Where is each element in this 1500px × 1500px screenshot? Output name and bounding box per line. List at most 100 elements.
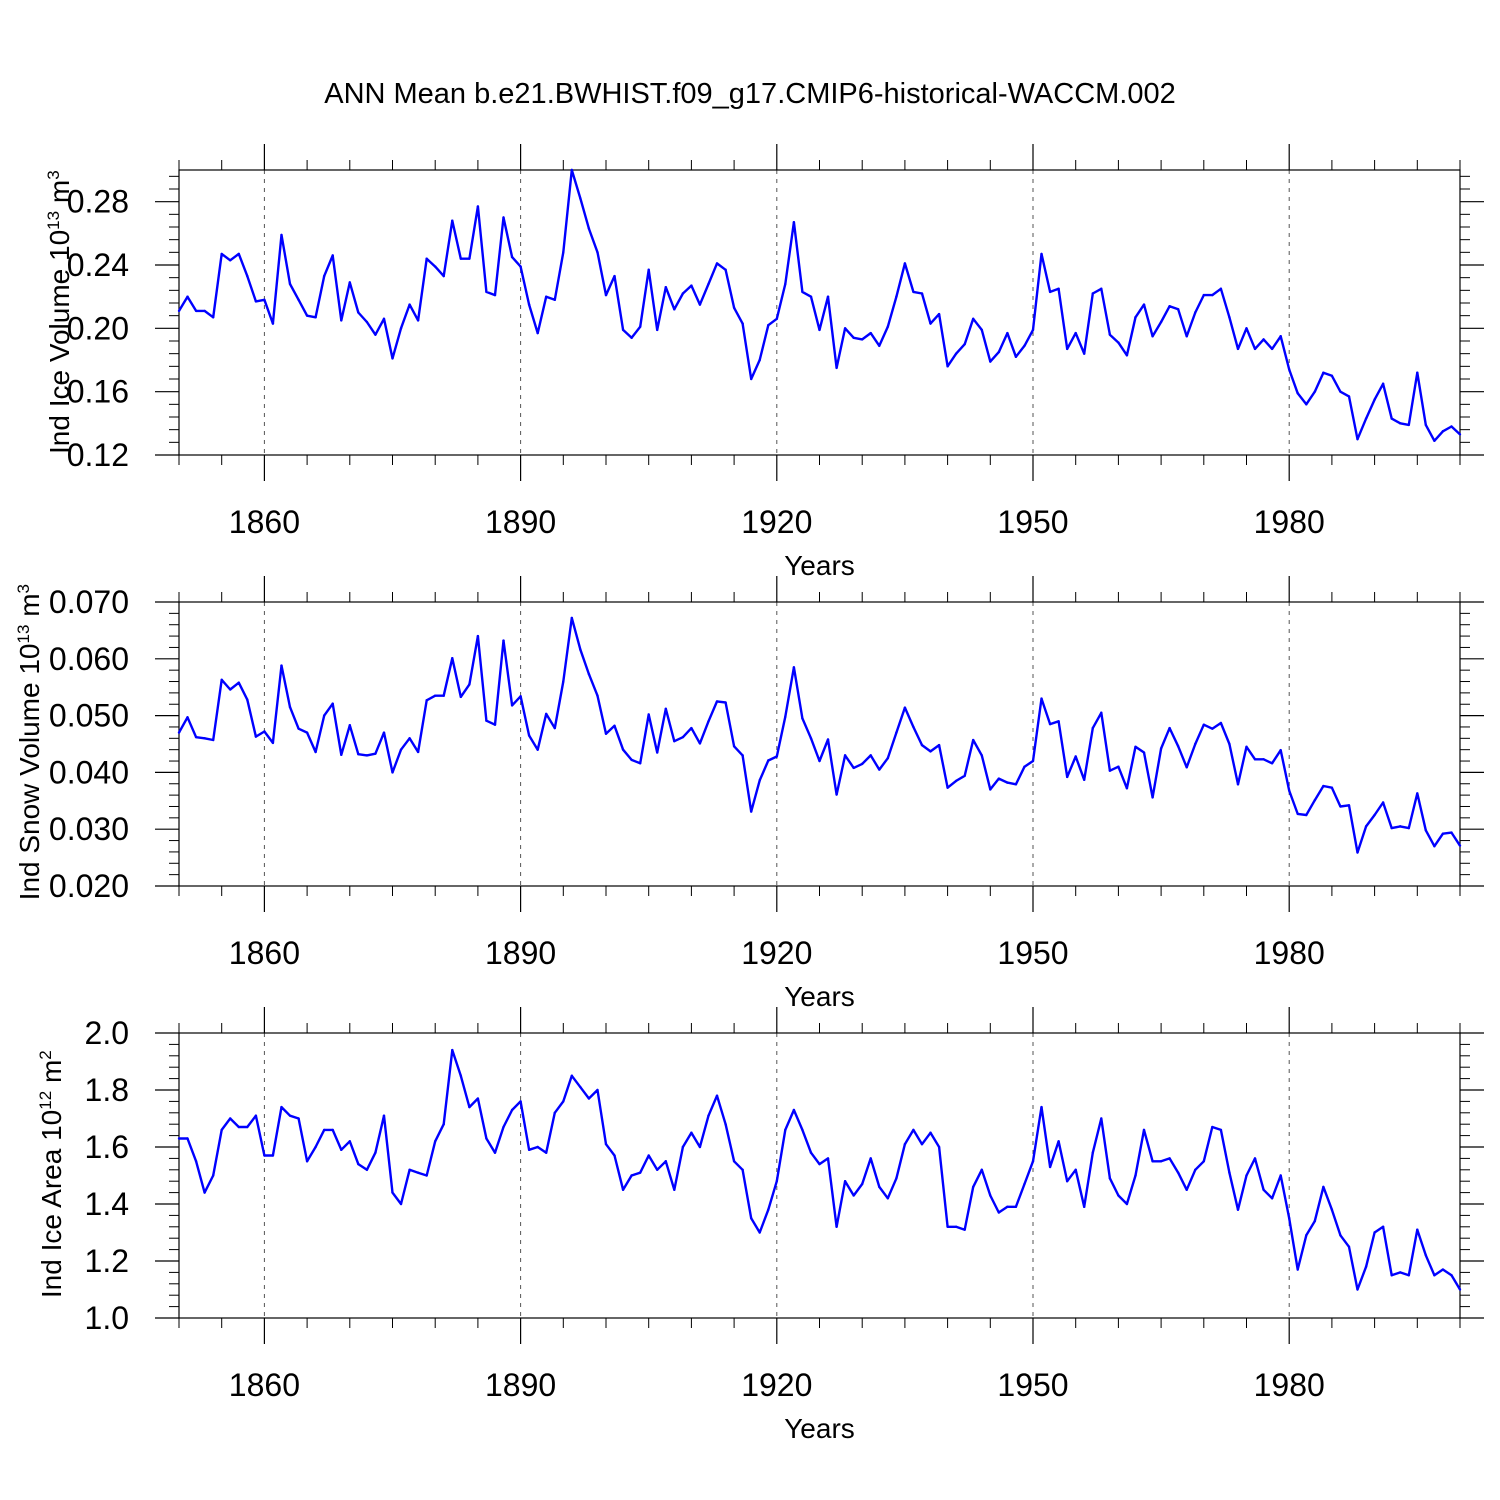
data-point <box>1330 374 1334 378</box>
data-point <box>767 1208 770 1211</box>
data-point <box>673 308 676 311</box>
data-point <box>989 360 992 363</box>
data-point <box>1194 311 1197 314</box>
data-point <box>1006 1205 1009 1209</box>
data-point <box>1006 781 1009 784</box>
data-point <box>263 1154 266 1157</box>
data-point <box>903 1142 907 1146</box>
data-point <box>493 1151 497 1154</box>
data-point <box>997 1211 1001 1214</box>
data-point <box>861 338 864 341</box>
data-point <box>937 312 941 316</box>
data-point <box>963 342 966 346</box>
data-point <box>459 1074 463 1077</box>
data-point <box>510 255 514 259</box>
data-point <box>1441 430 1445 433</box>
data-point <box>1288 789 1291 792</box>
data-point <box>220 1128 223 1132</box>
data-point <box>485 719 488 722</box>
y-tick-label: 1.8 <box>85 1072 129 1108</box>
data-point <box>749 810 753 813</box>
data-point <box>1356 851 1359 854</box>
data-point <box>587 227 591 230</box>
data-point <box>536 1145 539 1149</box>
data-point <box>510 704 514 707</box>
data-point <box>724 701 727 704</box>
data-point <box>271 322 275 325</box>
data-point <box>1433 1274 1436 1277</box>
x-axis-title: Years <box>784 981 855 1012</box>
data-point <box>604 293 608 297</box>
data-point <box>818 328 821 332</box>
x-tick-label: 1950 <box>997 1367 1068 1403</box>
data-point <box>263 298 266 302</box>
data-point <box>707 1114 710 1117</box>
data-point <box>809 1151 813 1154</box>
data-point <box>211 738 215 742</box>
data-point <box>468 257 471 260</box>
data-point <box>1159 320 1163 324</box>
data-point <box>1083 1205 1086 1209</box>
data-point <box>613 274 616 278</box>
data-point <box>246 1125 249 1129</box>
data-point <box>869 754 872 757</box>
data-point <box>690 284 693 287</box>
data-point <box>613 1154 616 1157</box>
data-point <box>186 716 189 719</box>
data-point <box>1091 292 1094 295</box>
data-point <box>886 325 890 328</box>
y-tick-label: 1.2 <box>85 1243 129 1279</box>
data-point <box>963 1228 966 1231</box>
x-tick-label: 1980 <box>1254 1367 1325 1403</box>
data-point <box>724 268 727 271</box>
data-point <box>1236 1208 1240 1211</box>
data-point <box>425 699 428 702</box>
panel-1: 1860 1890 1920 1950 1980 Years 0.020 0.030 0.040… <box>49 576 1484 1012</box>
data-point <box>920 1142 924 1146</box>
data-point <box>1279 1174 1282 1177</box>
data-point <box>357 753 360 756</box>
data-point <box>1416 1228 1419 1231</box>
data-point <box>741 322 744 325</box>
data-point <box>1014 355 1018 359</box>
plot-frame <box>178 601 1461 887</box>
data-point <box>1433 845 1436 848</box>
data-point <box>305 1160 309 1163</box>
data-point <box>254 1114 258 1117</box>
data-point <box>861 1182 864 1186</box>
data-point <box>357 1162 360 1166</box>
data-point <box>997 350 1001 354</box>
data-point <box>1159 1160 1163 1163</box>
data-point <box>1125 1202 1129 1206</box>
data-point <box>715 262 719 265</box>
data-point <box>1083 778 1086 781</box>
data-point <box>1065 1180 1069 1183</box>
data-point <box>1279 335 1282 338</box>
y-tick-label: 0.070 <box>49 584 129 620</box>
data-point <box>1390 417 1393 420</box>
data-point <box>784 1128 787 1132</box>
data-point <box>792 221 796 224</box>
data-point <box>1202 1160 1206 1163</box>
data-point <box>545 295 548 298</box>
data-point <box>1194 742 1197 746</box>
data-point <box>365 1168 369 1172</box>
data-point <box>621 328 625 332</box>
data-point <box>690 1131 693 1134</box>
data-point <box>382 317 386 321</box>
data-point <box>878 344 881 347</box>
data-point <box>246 274 249 278</box>
data-point <box>562 680 565 683</box>
data-point <box>886 757 890 760</box>
data-point <box>852 766 855 770</box>
data-point <box>570 168 574 172</box>
data-point <box>1416 792 1419 795</box>
data-point <box>835 366 838 370</box>
x-tick-label: 1890 <box>485 1367 556 1403</box>
data-point <box>348 1140 351 1143</box>
data-point <box>527 303 531 306</box>
data-point <box>1108 333 1112 336</box>
data-point <box>673 1188 676 1191</box>
data-point <box>1211 1125 1214 1129</box>
data-point <box>1313 1219 1317 1223</box>
